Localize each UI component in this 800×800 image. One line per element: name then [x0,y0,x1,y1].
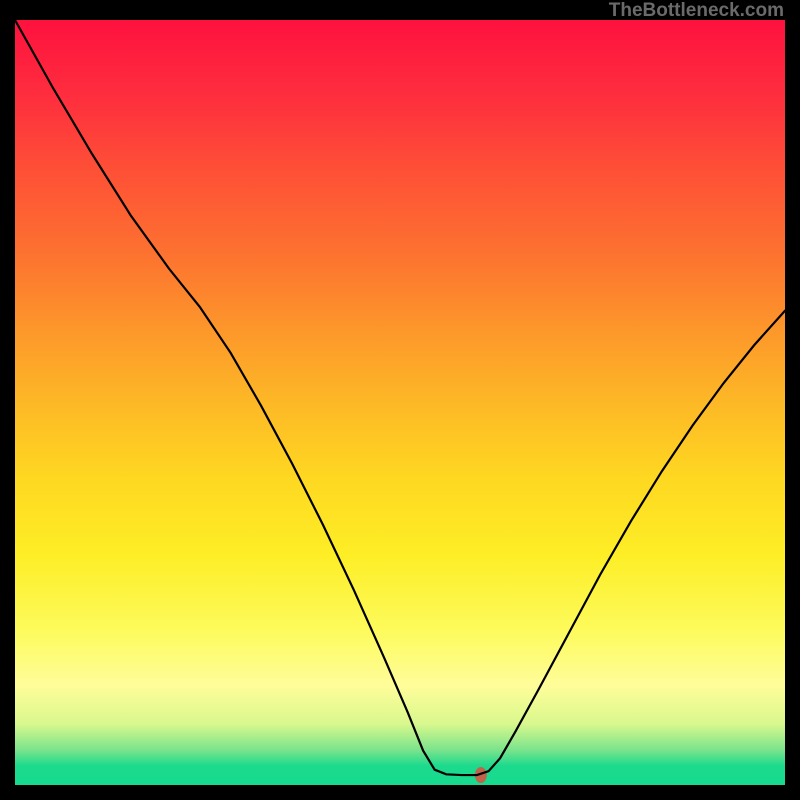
chart-plot-area [15,20,785,785]
frame-left [0,0,15,800]
frame-right [785,0,800,800]
frame-bottom [0,785,800,800]
chart-background [15,20,785,785]
chart-svg [15,20,785,785]
watermark-text: TheBottleneck.com [609,0,784,22]
